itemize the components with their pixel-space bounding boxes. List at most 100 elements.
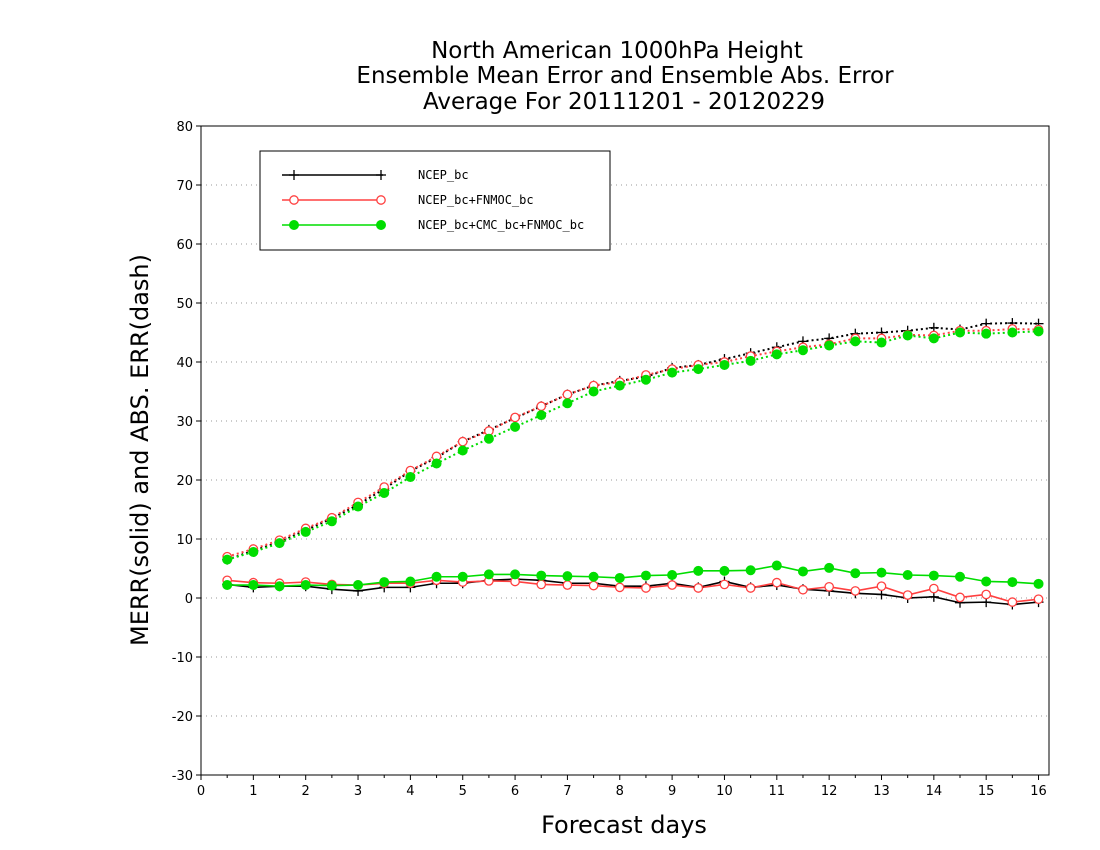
series-3-merr-point: [431, 571, 442, 582]
x-tick-label: 15: [978, 784, 995, 799]
series-3-abs-err-point: [300, 526, 311, 537]
series-3-abs-err-point: [876, 337, 887, 348]
series-2-merr-point: [850, 586, 861, 596]
series-1-merr-line: [227, 578, 1039, 606]
series-2-merr-point: [1007, 597, 1018, 607]
x-tick-label: 3: [354, 784, 362, 799]
x-tick-label: 16: [1030, 784, 1047, 799]
series-3-merr-line: [227, 564, 1039, 588]
series-3-abs-err-point: [326, 516, 337, 527]
series-3-merr-point: [326, 580, 337, 591]
series-3-merr-point: [1007, 577, 1018, 588]
x-tick-label: 1: [249, 784, 257, 799]
x-tick-label: 0: [197, 784, 205, 799]
series-3-abs-err-point: [614, 380, 625, 391]
series-2-merr-point: [588, 580, 599, 591]
series-3-abs-err-point: [667, 367, 678, 378]
series-3-abs-err-point: [797, 345, 808, 356]
y-axis-label: MERR(solid) and ABS. ERR(dash): [126, 254, 154, 646]
series-3-merr-point: [667, 569, 678, 580]
legend-marker-1a: [289, 170, 299, 180]
legend: NCEP_bc NCEP_bc+FNMOC_bc NCEP_bc+CMC_bc+FN…: [259, 150, 611, 251]
series-3-abs-err-point: [1033, 326, 1044, 337]
chart-title-line-3: Average For 20111201 - 20120229: [423, 89, 825, 115]
series-3-merr-point: [824, 562, 835, 573]
x-tick-label: 11: [769, 784, 786, 799]
series-3-merr-point: [771, 560, 782, 571]
x-axis-label: Forecast days: [541, 811, 707, 839]
series-2-merr-point: [928, 583, 939, 594]
series-3-merr-point: [457, 571, 468, 582]
series-3-merr-point: [248, 580, 259, 591]
series-3-merr-point: [850, 568, 861, 579]
series-2-merr-point: [902, 590, 913, 600]
x-tick-label: 10: [716, 784, 733, 799]
series-3-merr-point: [274, 581, 285, 592]
series-3-merr-point: [510, 569, 521, 580]
series-3-abs-err-point: [588, 386, 599, 397]
y-tick-label: 60: [176, 238, 193, 253]
y-tick-label: 10: [176, 533, 193, 548]
series-3-abs-err-point: [248, 546, 259, 557]
legend-marker-2a: [289, 195, 299, 205]
series-3-abs-err-point: [745, 355, 756, 366]
series-1-merr-point: [876, 589, 887, 600]
series-3-merr-point: [876, 567, 887, 578]
chart-title-line-1: North American 1000hPa Height: [431, 38, 803, 64]
series-2-abs-err-line: [226, 327, 1039, 558]
series-2-abs-err-point: [562, 389, 573, 400]
series-2-merr-point: [614, 582, 625, 593]
series-2-abs-err-point: [536, 401, 547, 412]
series-3-abs-err-point: [353, 501, 364, 512]
y-tick-label: 50: [176, 297, 193, 312]
series-3-abs-err-point: [483, 433, 494, 444]
plot-frame: [200, 125, 1050, 776]
series-1-abs-err-line: [226, 322, 1039, 561]
series-2-merr-point: [798, 584, 808, 595]
series-2-merr-point: [667, 580, 677, 590]
series-3-merr-point: [353, 580, 364, 591]
series-2-merr-point: [955, 592, 965, 603]
legend-marker-3a: [289, 220, 299, 230]
series-3-merr-point: [562, 571, 573, 582]
series-2-merr-point: [693, 583, 704, 593]
series-3-abs-err-line: [226, 330, 1039, 561]
y-tick-label: 0: [185, 592, 193, 607]
x-tick-label: 2: [302, 784, 310, 799]
series-3-abs-err-point: [955, 327, 966, 338]
y-tick-label: 40: [176, 356, 193, 371]
series-3-abs-err-point: [640, 374, 651, 385]
y-tick-label: -30: [172, 769, 193, 784]
series-3-abs-err-point: [902, 330, 913, 341]
series-1-merr-point: [928, 591, 939, 602]
series-2-abs-err-point: [457, 436, 468, 447]
y-tick-label: 80: [176, 120, 193, 135]
legend-label-2: NCEP_bc+FNMOC_bc: [418, 193, 534, 207]
x-tick-label: 13: [873, 784, 890, 799]
y-tick-label: 70: [176, 179, 193, 194]
series-3-abs-err-point: [431, 458, 442, 469]
series-3-merr-point: [981, 576, 992, 587]
series-3-abs-err-point: [222, 554, 233, 565]
series-2-merr-point: [536, 579, 547, 590]
series-2-merr-point: [745, 583, 756, 593]
series-3-merr-point: [588, 571, 599, 582]
series-2-merr-point: [1033, 594, 1044, 605]
x-tick-label: 9: [668, 784, 676, 799]
legend-label-3: NCEP_bc+CMC_bc+FNMOC_bc: [418, 218, 584, 232]
series-3-abs-err-point: [771, 349, 782, 360]
series-3-abs-err-point: [1007, 327, 1018, 338]
series-3-merr-point: [483, 569, 494, 580]
series-2-merr-point: [824, 581, 834, 592]
series-3-abs-err-point: [928, 333, 939, 344]
series-3-abs-err-point: [562, 398, 573, 409]
series-3-merr-point: [928, 570, 939, 581]
series-2-merr-point: [771, 577, 782, 588]
y-tick-label: 30: [176, 415, 193, 430]
series-3-merr-point: [614, 572, 625, 583]
legend-marker-1b: [376, 170, 386, 180]
x-tick-label: 12: [821, 784, 838, 799]
series-3-abs-err-point: [274, 538, 285, 549]
